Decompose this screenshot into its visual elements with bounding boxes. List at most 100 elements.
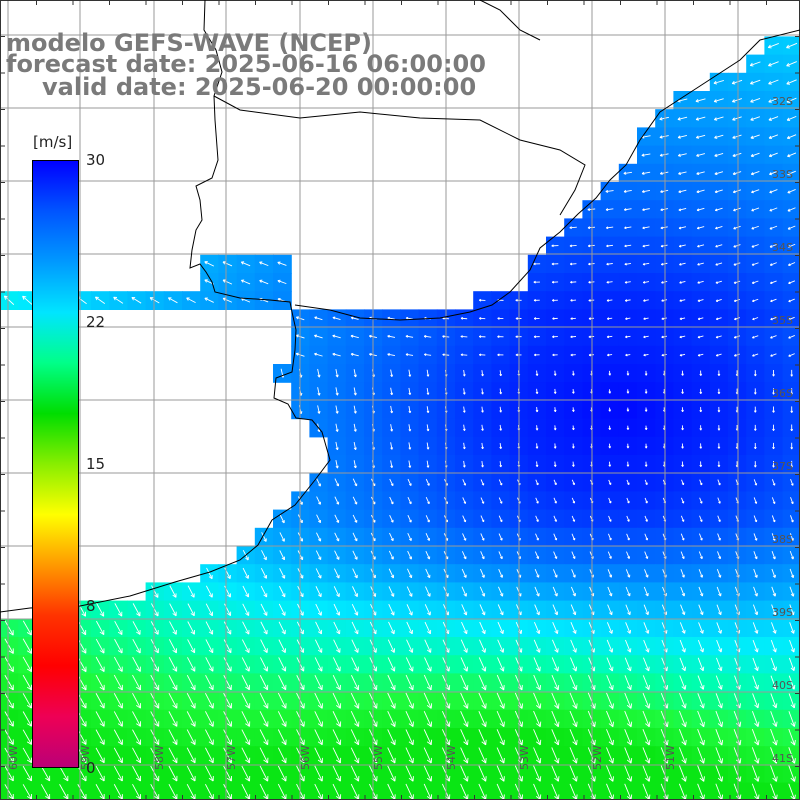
wind-arrow (317, 387, 321, 396)
wind-arrow (497, 353, 504, 357)
wind-arrow (553, 515, 557, 522)
wind-arrow (659, 171, 669, 175)
wind-arrow (789, 550, 794, 560)
wind-arrow (699, 533, 703, 541)
wind-arrow (606, 335, 613, 339)
wind-arrow (679, 317, 686, 321)
wind-arrow (699, 443, 703, 449)
wind-arrow (480, 568, 485, 578)
wind-arrow (749, 61, 761, 67)
wind-arrow (388, 550, 394, 560)
wind-arrow (731, 79, 743, 85)
wind-arrow (497, 335, 504, 339)
wind-cell (18, 782, 37, 800)
wind-arrow (771, 497, 776, 504)
wind-arrow (715, 280, 722, 284)
wind-arrow (661, 335, 668, 339)
longitude-label: 56W (299, 745, 312, 770)
wind-arrow (626, 551, 631, 559)
wind-cell (782, 546, 800, 565)
wind-arrow (772, 424, 775, 431)
wind-cell (782, 728, 800, 747)
wind-arrow (481, 388, 484, 395)
wind-arrow (732, 98, 742, 103)
wind-arrow (533, 317, 540, 320)
wind-arrow (772, 442, 775, 450)
wind-arrow (642, 281, 650, 284)
wind-arrow (408, 406, 412, 414)
wind-arrow (787, 170, 796, 176)
wind-arrow (699, 461, 703, 467)
wind-arrow (480, 497, 485, 504)
wind-arrow (408, 460, 412, 468)
wind-arrow (353, 369, 357, 378)
wind-arrow (786, 61, 797, 67)
wind-arrow (715, 353, 722, 357)
wind-arrow (240, 279, 251, 285)
wind-arrow (479, 353, 486, 357)
wind-arrow (242, 567, 249, 579)
wind-cell (200, 782, 219, 800)
wind-arrow (624, 299, 631, 302)
wind-arrow (644, 533, 649, 541)
wind-arrow (608, 389, 612, 394)
wind-arrow (697, 280, 704, 284)
wind-arrow (772, 388, 775, 395)
wind-arrow (752, 353, 759, 357)
wind-arrow (334, 496, 340, 505)
wind-arrow (697, 244, 705, 248)
wind-arrow (751, 189, 760, 194)
wind-arrow (553, 388, 557, 394)
latitude-label: 37S (772, 460, 793, 473)
colorbar-tick-label: 0 (86, 759, 96, 777)
wind-arrow (535, 461, 539, 468)
wind-arrow (715, 299, 722, 302)
latitude-label: 33S (772, 168, 793, 181)
wind-arrow (751, 207, 760, 212)
wind-arrow (335, 369, 339, 378)
latitude-label: 32S (772, 95, 793, 108)
wind-arrow (733, 207, 741, 212)
colorbar-tick-label: 22 (86, 313, 106, 332)
wind-arrow (553, 551, 558, 559)
wind-arrow (768, 97, 779, 103)
wind-arrow (425, 550, 431, 560)
wind-arrow (681, 497, 685, 504)
wind-arrow (753, 533, 758, 541)
wind-arrow (498, 479, 503, 486)
wind-arrow (22, 295, 33, 305)
wind-arrow (643, 299, 649, 302)
wind-cell (782, 582, 800, 602)
wind-arrow (753, 424, 757, 431)
wind-arrow (714, 134, 724, 139)
wind-arrow (679, 353, 686, 357)
wind-arrow (499, 443, 503, 449)
wind-arrow (753, 497, 758, 504)
wind-arrow (204, 297, 214, 303)
wind-arrow (533, 298, 540, 302)
wind-arrow (660, 208, 669, 212)
wind-arrow (753, 370, 757, 377)
wind-arrow (332, 316, 341, 320)
colorbar-tick-label: 30 (86, 151, 106, 169)
wind-arrow (481, 370, 484, 377)
wind-arrow (696, 207, 705, 212)
wind-arrow (751, 280, 759, 284)
wind-arrow (390, 405, 394, 414)
wind-arrow (334, 478, 340, 487)
wind-arrow (734, 317, 740, 321)
wind-arrow (751, 262, 759, 266)
wind-arrow (608, 425, 612, 430)
wind-cell (782, 618, 800, 638)
wind-arrow (481, 424, 484, 431)
wind-arrow (771, 515, 776, 523)
wind-arrow (644, 461, 648, 467)
wind-arrow (533, 335, 540, 339)
wind-arrow (608, 443, 612, 449)
wind-arrow (732, 116, 742, 121)
wind-arrow (643, 317, 649, 321)
wind-arrow (625, 317, 631, 320)
wind-arrow (426, 442, 430, 450)
wind-arrow (390, 460, 394, 469)
